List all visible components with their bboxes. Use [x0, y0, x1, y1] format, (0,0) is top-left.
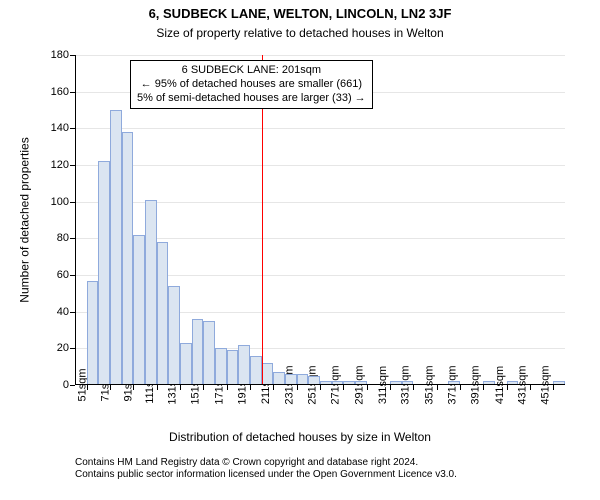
xtick-mark [203, 385, 204, 390]
ytick-label: 120 [51, 159, 75, 171]
chart-title: 6, SUDBECK LANE, WELTON, LINCOLN, LN2 3J… [0, 6, 600, 21]
footer-line2: Contains public sector information licen… [75, 469, 457, 481]
ytick-label: 60 [57, 269, 75, 281]
xtick-mark [297, 385, 298, 390]
ytick-label: 20 [57, 342, 75, 354]
ytick-label: 160 [51, 86, 75, 98]
footer-attribution: Contains HM Land Registry data © Crown c… [75, 457, 457, 481]
x-axis-label: Distribution of detached houses by size … [0, 430, 600, 444]
xtick-mark [483, 385, 484, 390]
xtick-mark [390, 385, 391, 390]
ytick-label: 40 [57, 306, 75, 318]
footer-line1: Contains HM Land Registry data © Crown c… [75, 457, 457, 469]
xtick-mark [180, 385, 181, 390]
xtick-mark [157, 385, 158, 390]
xtick-mark [437, 385, 438, 390]
xtick-mark [343, 385, 344, 390]
xtick-mark [273, 385, 274, 390]
annotation-box: 6 SUDBECK LANE: 201sqm ← 95% of detached… [130, 60, 373, 109]
ytick-label: 100 [51, 196, 75, 208]
annotation-line2: ← 95% of detached houses are smaller (66… [137, 78, 366, 92]
annotation-line1: 6 SUDBECK LANE: 201sqm [137, 64, 366, 78]
xtick-mark [553, 385, 554, 390]
xtick-mark [367, 385, 368, 390]
ytick-label: 180 [51, 49, 75, 61]
xtick-mark [507, 385, 508, 390]
ytick-label: 80 [57, 232, 75, 244]
xtick-mark [320, 385, 321, 390]
chart-subtitle: Size of property relative to detached ho… [0, 26, 600, 40]
xtick-mark [460, 385, 461, 390]
xtick-mark [413, 385, 414, 390]
xtick-mark [227, 385, 228, 390]
y-axis-label: Number of detached properties [18, 137, 32, 302]
xtick-mark [250, 385, 251, 390]
ytick-label: 140 [51, 122, 75, 134]
xtick-mark [530, 385, 531, 390]
annotation-line3: 5% of semi-detached houses are larger (3… [137, 92, 366, 106]
